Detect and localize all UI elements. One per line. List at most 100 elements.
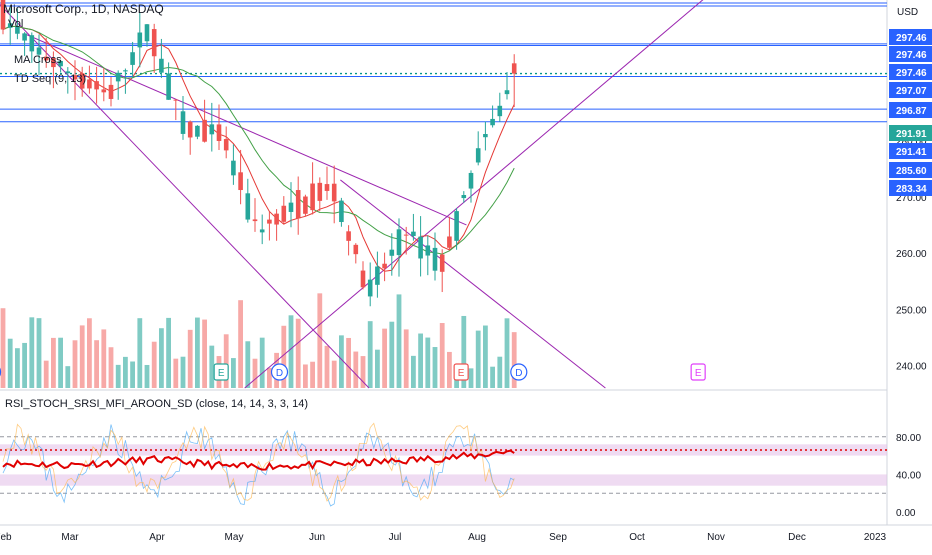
price-axis-label: 296.87 <box>896 106 927 117</box>
candle-body <box>43 56 49 61</box>
candle-body <box>310 183 315 211</box>
volume-bar <box>490 366 495 388</box>
trendline <box>0 3 370 389</box>
candle-body <box>245 193 251 220</box>
price-axis-label-bg <box>889 46 932 62</box>
price-axis-label-bg <box>889 143 932 159</box>
volume-bar <box>439 323 445 388</box>
volume-bar <box>123 356 128 388</box>
volume-bar <box>159 328 164 388</box>
time-axis-tick: May <box>225 532 244 543</box>
candle-body <box>130 52 135 65</box>
candle-body <box>144 24 150 42</box>
volume-bar <box>475 330 481 388</box>
oscillator-axis-tick: 80.00 <box>896 433 921 444</box>
trendline <box>24 33 467 226</box>
candle-body <box>79 73 85 89</box>
price-axis-label-bg <box>889 64 932 80</box>
volume-bar <box>94 340 99 388</box>
price-axis-tick: 240.00 <box>896 362 927 373</box>
volume-bar <box>180 356 186 388</box>
candle-body <box>173 99 179 101</box>
volume-bar <box>72 340 78 388</box>
volume-bar <box>209 345 215 388</box>
candle-body <box>411 231 416 237</box>
candle-body <box>425 245 431 256</box>
candle-body <box>288 202 294 212</box>
candle-body <box>389 249 395 256</box>
volume-bar <box>389 321 395 388</box>
candle-body <box>403 234 409 236</box>
volume-bar <box>231 358 236 388</box>
candle-body <box>115 72 121 82</box>
volume-bar <box>468 368 474 388</box>
volume-bar <box>144 364 150 388</box>
price-axis-label: 297.46 <box>896 68 927 79</box>
candle-body <box>367 279 373 297</box>
oscillator-title[interactable]: RSI_STOCH_SRSI_MFI_AROON_SD (close, 14, … <box>5 398 309 410</box>
candle-body <box>317 182 323 201</box>
candle-body <box>324 184 330 191</box>
earnings-marker <box>213 363 229 381</box>
candle-body <box>159 58 164 73</box>
candle-body <box>29 35 35 52</box>
volume-bar <box>295 318 301 388</box>
candle-body <box>202 119 207 142</box>
time-axis-tick: Aug <box>468 532 486 543</box>
time-axis-tick: Nov <box>707 532 725 543</box>
volume-bar <box>173 358 179 388</box>
volume-bar <box>22 342 27 388</box>
volume-bar <box>7 338 13 388</box>
price-axis-label: 297.46 <box>896 33 927 44</box>
trendline <box>340 179 606 389</box>
price-axis-label-bg <box>889 29 932 45</box>
volume-bar <box>151 341 157 388</box>
candle-body <box>360 270 366 288</box>
volume-indicator-label[interactable]: Vol <box>8 18 24 30</box>
volume-bar <box>447 351 452 388</box>
volume-bar <box>36 318 42 388</box>
candle-body <box>209 124 215 135</box>
volume-bar <box>202 319 207 388</box>
earnings-marker <box>453 363 469 381</box>
volume-bar <box>166 317 171 388</box>
candle-body <box>396 229 402 256</box>
time-axis-tick: Apr <box>149 532 165 543</box>
candle-body <box>72 75 78 80</box>
volume-bar <box>108 347 114 388</box>
ma-cross-label[interactable]: MA Cross <box>14 54 62 66</box>
price-axis-tick: 270.00 <box>896 193 927 204</box>
price-axis-label-bg <box>889 125 932 141</box>
candle-body <box>187 121 193 138</box>
time-axis-tick: Jun <box>309 532 325 543</box>
candle-body <box>51 58 56 68</box>
time-axis-tick: Jul <box>389 532 402 543</box>
volume-bar <box>303 364 308 388</box>
volume-bar <box>396 294 402 388</box>
oscillator-axis-tick: 0.00 <box>896 508 916 519</box>
candle-body <box>7 23 13 28</box>
candle-body <box>252 219 258 222</box>
price-axis-tick: 250.00 <box>896 305 927 316</box>
dividend-marker-label: D <box>276 368 283 379</box>
candle-body <box>504 90 510 95</box>
candle-body <box>353 244 359 255</box>
volume-bar <box>403 329 409 388</box>
candle-body <box>382 263 387 269</box>
volume-bar <box>43 360 49 388</box>
volume-bar <box>461 315 467 388</box>
candle-body <box>58 60 63 67</box>
symbol-title[interactable]: Microsoft Corp., 1D, NASDAQ <box>3 2 164 16</box>
td-sequential-label[interactable]: TD Seq (9, 13) <box>14 73 87 85</box>
candle-body <box>475 148 481 163</box>
candle-body <box>137 32 143 48</box>
volume-bar <box>310 361 315 388</box>
trendline <box>244 0 704 389</box>
candle-body <box>231 160 236 176</box>
price-axis-tick: 260.00 <box>896 249 927 260</box>
candle-body <box>339 200 344 223</box>
price-axis-label: 291.91 <box>896 129 927 140</box>
